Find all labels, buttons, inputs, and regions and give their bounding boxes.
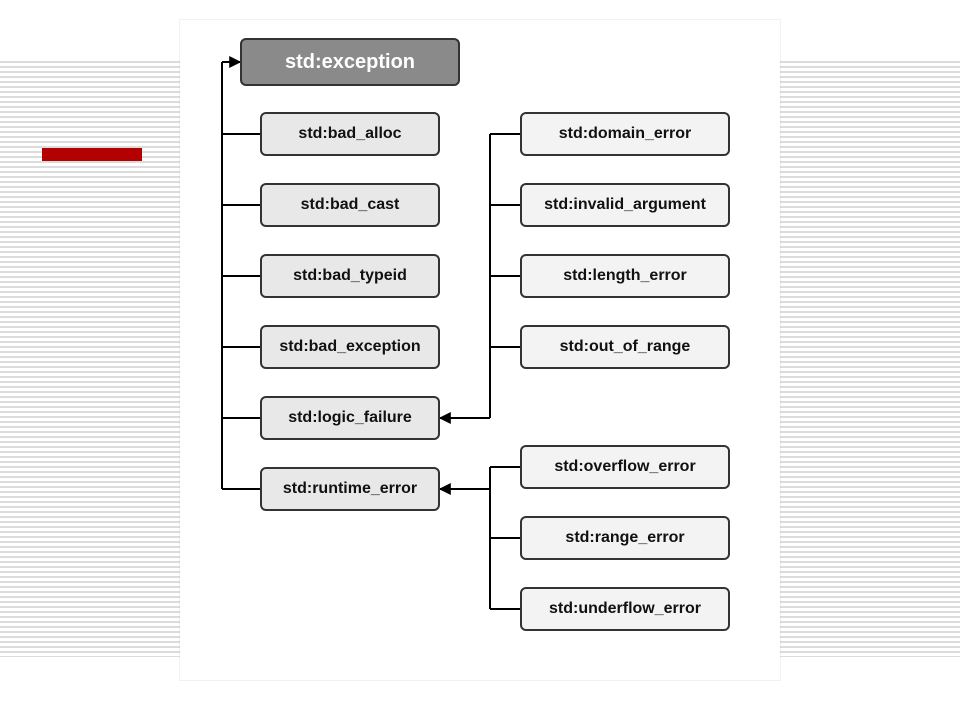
accent-bar bbox=[42, 148, 142, 161]
node-overflow_error: std:overflow_error bbox=[520, 445, 730, 489]
node-length_error: std:length_error bbox=[520, 254, 730, 298]
node-range_error: std:range_error bbox=[520, 516, 730, 560]
node-invalid_argument: std:invalid_argument bbox=[520, 183, 730, 227]
node-root: std:exception bbox=[240, 38, 460, 86]
node-bad_cast: std:bad_cast bbox=[260, 183, 440, 227]
node-out_of_range: std:out_of_range bbox=[520, 325, 730, 369]
node-bad_exception: std:bad_exception bbox=[260, 325, 440, 369]
node-bad_typeid: std:bad_typeid bbox=[260, 254, 440, 298]
node-logic_failure: std:logic_failure bbox=[260, 396, 440, 440]
diagram-panel: std:exceptionstd:bad_allocstd:bad_castst… bbox=[180, 20, 780, 680]
node-domain_error: std:domain_error bbox=[520, 112, 730, 156]
node-bad_alloc: std:bad_alloc bbox=[260, 112, 440, 156]
slide: std:exceptionstd:bad_allocstd:bad_castst… bbox=[0, 0, 960, 720]
node-underflow_error: std:underflow_error bbox=[520, 587, 730, 631]
node-runtime_error: std:runtime_error bbox=[260, 467, 440, 511]
